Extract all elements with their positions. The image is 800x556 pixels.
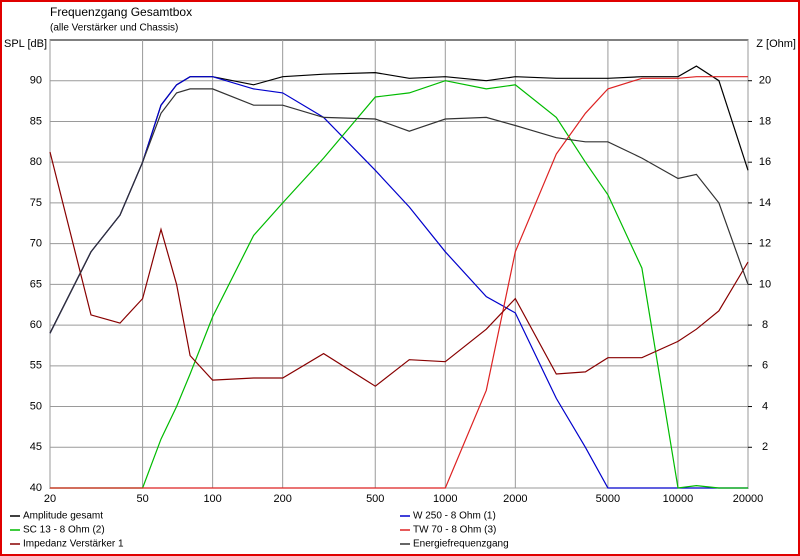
y-tick-label: 40	[30, 482, 42, 494]
x-tick-label: 10000	[663, 493, 694, 505]
legend-label: TW 70 - 8 Ohm (3)	[413, 525, 496, 536]
x-tick-label: 20000	[733, 493, 764, 505]
y2-tick-label: 12	[759, 238, 771, 250]
series-line	[50, 80, 748, 489]
y-tick-label: 50	[30, 400, 42, 412]
x-tick-label: 500	[366, 493, 384, 505]
y-tick-label: 45	[30, 441, 42, 453]
x-tick-label: 200	[273, 493, 291, 505]
x-tick-label: 20	[44, 493, 56, 505]
y-tick-label: 60	[30, 319, 42, 331]
series-line	[49, 88, 749, 334]
y-tick-label: 70	[30, 238, 42, 250]
x-tick-label: 5000	[596, 493, 620, 505]
legend-label: Amplitude gesamt	[23, 511, 103, 522]
legend-label: Impedanz Verstärker 1	[23, 539, 124, 550]
y2-tick-label: 4	[762, 400, 768, 412]
x-tick-label: 100	[203, 493, 221, 505]
y2-tick-label: 6	[762, 360, 768, 372]
y-tick-label: 85	[30, 115, 42, 127]
y2-tick-label: 18	[759, 115, 771, 127]
y2-tick-label: 8	[762, 319, 768, 331]
y2-tick-label: 16	[759, 156, 771, 168]
y2-tick-label: 14	[759, 197, 771, 209]
legend-label: W 250 - 8 Ohm (1)	[413, 511, 496, 522]
y-tick-label: 55	[30, 360, 42, 372]
x-tick-label: 2000	[503, 493, 527, 505]
y-tick-label: 75	[30, 197, 42, 209]
chart-title: Frequenzgang Gesamtbox	[50, 5, 192, 19]
y2-tick-label: 20	[759, 75, 771, 87]
y-tick-label: 80	[30, 156, 42, 168]
series-line	[49, 76, 748, 489]
y2-tick-label: 10	[759, 278, 771, 290]
y2-axis-label: Z [Ohm]	[756, 38, 796, 50]
y-axis-label: SPL [dB]	[4, 38, 47, 50]
y-tick-label: 90	[30, 75, 42, 87]
y-tick-label: 65	[30, 278, 42, 290]
x-tick-label: 50	[136, 493, 148, 505]
legend-label: SC 13 - 8 Ohm (2)	[23, 525, 105, 536]
y2-tick-label: 2	[762, 441, 768, 453]
x-tick-label: 1000	[433, 493, 457, 505]
legend-label: Energiefrequenzgang	[413, 539, 509, 550]
chart-subtitle: (alle Verstärker und Chassis)	[50, 23, 178, 34]
series-line	[50, 76, 748, 489]
plot-area	[49, 39, 749, 489]
series-line	[49, 151, 749, 387]
